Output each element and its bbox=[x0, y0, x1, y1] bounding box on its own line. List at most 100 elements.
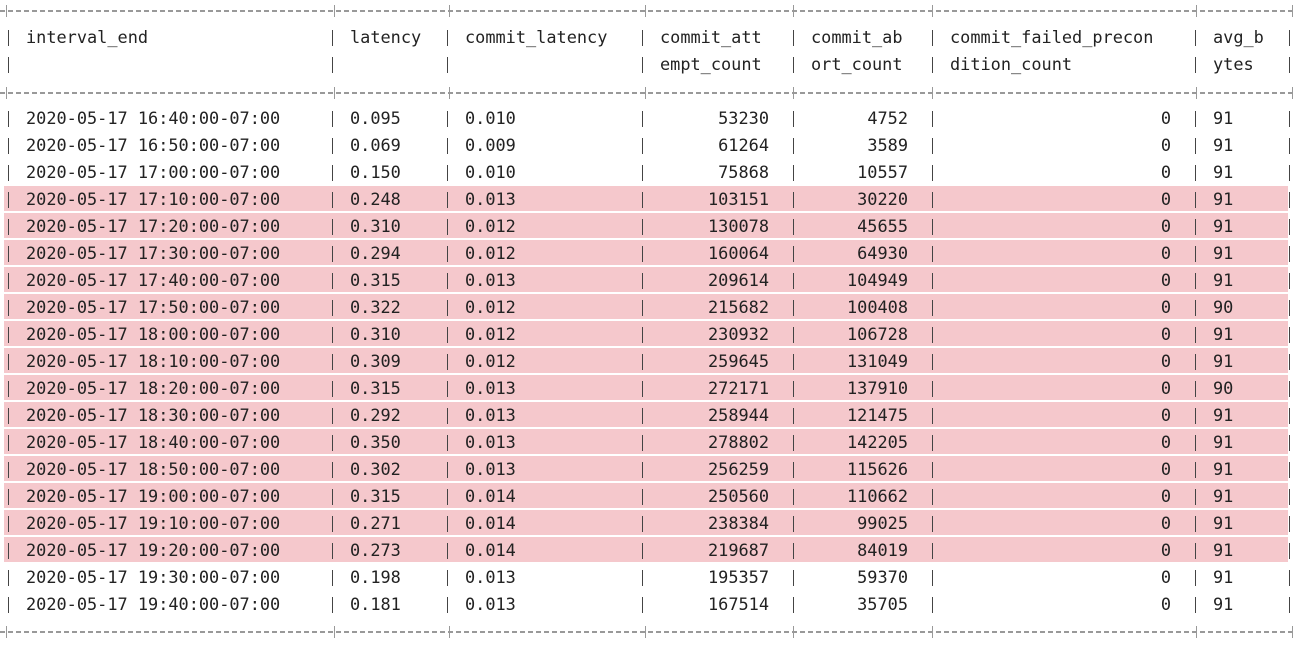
column-divider bbox=[642, 408, 644, 424]
column-divider bbox=[1289, 462, 1291, 478]
cell-commit-failed-precondition-count: 0 bbox=[1160, 594, 1171, 614]
column-divider bbox=[8, 516, 10, 532]
cell-commit-latency: 0.013 bbox=[465, 405, 516, 425]
separator-corner bbox=[645, 87, 646, 99]
cell-commit-attempt-count: 61264 bbox=[718, 135, 769, 155]
column-divider bbox=[793, 435, 795, 451]
separator-corner bbox=[1196, 87, 1197, 99]
cell-avg-bytes: 91 bbox=[1213, 135, 1234, 155]
column-divider bbox=[1289, 138, 1291, 154]
column-divider bbox=[1289, 246, 1291, 262]
cell-commit-failed-precondition-count: 0 bbox=[1160, 135, 1171, 155]
column-header-commit-latency: commit_latency bbox=[465, 27, 608, 47]
cell-commit-failed-precondition-count: 0 bbox=[1160, 567, 1171, 587]
cell-commit-failed-precondition-count: 0 bbox=[1160, 405, 1171, 425]
column-divider bbox=[332, 111, 334, 127]
table-row: 2020-05-17 19:30:00-07:00 0.198 0.013 19535… bbox=[0, 564, 1296, 591]
column-divider bbox=[1289, 354, 1291, 370]
cell-commit-attempt-count: 259645 bbox=[707, 351, 769, 371]
column-divider bbox=[1195, 381, 1197, 397]
column-divider bbox=[793, 192, 795, 208]
column-divider bbox=[8, 111, 10, 127]
column-divider bbox=[447, 435, 449, 451]
column-divider bbox=[932, 597, 934, 613]
column-divider bbox=[447, 138, 449, 154]
column-divider bbox=[447, 111, 449, 127]
cell-commit-failed-precondition-count: 0 bbox=[1160, 459, 1171, 479]
column-divider bbox=[1195, 219, 1197, 235]
cell-avg-bytes: 91 bbox=[1213, 567, 1234, 587]
separator-corner bbox=[1196, 5, 1197, 17]
column-divider bbox=[447, 462, 449, 478]
column-divider bbox=[447, 30, 449, 46]
cell-commit-attempt-count: 195357 bbox=[707, 567, 769, 587]
cell-commit-latency: 0.009 bbox=[465, 135, 516, 155]
table-row: 2020-05-17 17:40:00-07:00 0.315 0.013 20961… bbox=[0, 267, 1296, 294]
column-divider bbox=[932, 300, 934, 316]
table-row: 2020-05-17 18:40:00-07:00 0.350 0.013 27880… bbox=[0, 429, 1296, 456]
cell-latency: 0.302 bbox=[350, 459, 401, 479]
cell-latency: 0.292 bbox=[350, 405, 401, 425]
column-divider bbox=[332, 462, 334, 478]
cell-commit-latency: 0.013 bbox=[465, 270, 516, 290]
cell-avg-bytes: 91 bbox=[1213, 216, 1234, 236]
column-divider bbox=[1195, 489, 1197, 505]
cell-interval-end: 2020-05-17 18:20:00-07:00 bbox=[26, 378, 281, 398]
cell-interval-end: 2020-05-17 16:50:00-07:00 bbox=[26, 135, 281, 155]
cell-avg-bytes: 91 bbox=[1213, 108, 1234, 128]
cell-avg-bytes: 91 bbox=[1213, 270, 1234, 290]
column-divider bbox=[447, 165, 449, 181]
column-header-avg-bytes: ytes bbox=[1213, 54, 1254, 74]
column-divider bbox=[8, 30, 10, 46]
cell-commit-latency: 0.014 bbox=[465, 486, 516, 506]
table-row: 2020-05-17 16:50:00-07:00 0.069 0.009 61264… bbox=[0, 132, 1296, 159]
cell-commit-attempt-count: 238384 bbox=[707, 513, 769, 533]
column-divider bbox=[642, 570, 644, 586]
cell-latency: 0.350 bbox=[350, 432, 401, 452]
column-divider bbox=[642, 138, 644, 154]
cell-avg-bytes: 91 bbox=[1213, 486, 1234, 506]
cell-commit-latency: 0.012 bbox=[465, 324, 516, 344]
cell-commit-abort-count: 104949 bbox=[846, 270, 908, 290]
column-divider bbox=[332, 165, 334, 181]
table-separator bbox=[0, 87, 1296, 99]
column-divider bbox=[932, 570, 934, 586]
cell-avg-bytes: 91 bbox=[1213, 594, 1234, 614]
separator-corner bbox=[1196, 626, 1197, 638]
cell-commit-latency: 0.014 bbox=[465, 540, 516, 560]
cell-commit-failed-precondition-count: 0 bbox=[1160, 162, 1171, 182]
cell-commit-latency: 0.012 bbox=[465, 243, 516, 263]
separator-corner bbox=[6, 626, 7, 638]
column-divider bbox=[793, 597, 795, 613]
column-divider bbox=[932, 165, 934, 181]
separator-corner bbox=[334, 5, 335, 17]
column-header-avg-bytes: avg_b bbox=[1213, 27, 1264, 47]
cell-commit-attempt-count: 75868 bbox=[718, 162, 769, 182]
column-divider bbox=[8, 192, 10, 208]
separator-corner bbox=[932, 5, 933, 17]
cell-commit-failed-precondition-count: 0 bbox=[1160, 351, 1171, 371]
cell-avg-bytes: 90 bbox=[1213, 297, 1234, 317]
column-divider bbox=[332, 192, 334, 208]
table-row: 2020-05-17 17:10:00-07:00 0.248 0.013 10315… bbox=[0, 186, 1296, 213]
column-divider bbox=[793, 570, 795, 586]
column-divider bbox=[1195, 435, 1197, 451]
column-divider bbox=[447, 354, 449, 370]
cell-avg-bytes: 91 bbox=[1213, 459, 1234, 479]
column-divider bbox=[8, 408, 10, 424]
table-row: 2020-05-17 19:10:00-07:00 0.271 0.014 23838… bbox=[0, 510, 1296, 537]
column-divider bbox=[1289, 408, 1291, 424]
cell-latency: 0.310 bbox=[350, 216, 401, 236]
cell-commit-abort-count: 115626 bbox=[846, 459, 908, 479]
column-divider bbox=[1195, 30, 1197, 46]
cell-interval-end: 2020-05-17 18:00:00-07:00 bbox=[26, 324, 281, 344]
column-divider bbox=[332, 57, 334, 73]
column-divider bbox=[332, 30, 334, 46]
column-divider bbox=[1289, 57, 1291, 73]
table-row: 2020-05-17 18:50:00-07:00 0.302 0.013 25625… bbox=[0, 456, 1296, 483]
cell-commit-failed-precondition-count: 0 bbox=[1160, 513, 1171, 533]
column-divider bbox=[793, 273, 795, 289]
cell-commit-abort-count: 59370 bbox=[857, 567, 908, 587]
table-separator bbox=[0, 626, 1296, 638]
